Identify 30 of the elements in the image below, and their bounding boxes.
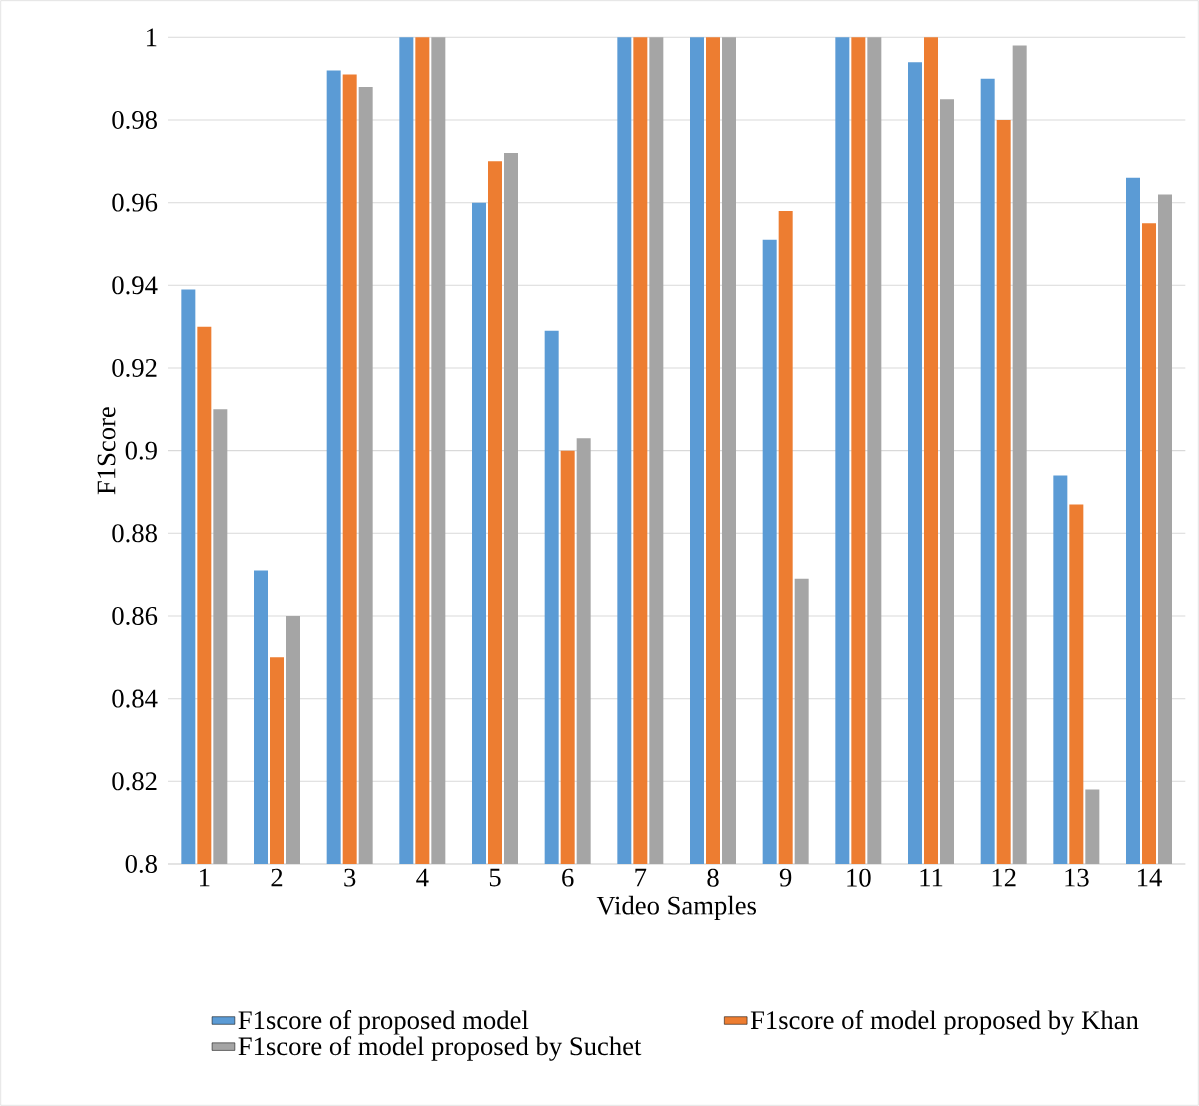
x-tick-label: 12 [992,868,1016,887]
x-tick-label: 3 [344,868,356,887]
x-axis-title: Video Samples [596,895,756,921]
y-tick-label: 0.86 [112,606,158,626]
legend-label: F1score of proposed model [238,1010,529,1035]
y-tick-label: 0.8 [125,854,157,874]
x-tick-label: 5 [489,868,501,887]
legend-label: F1score of model proposed by Suchet [238,1036,642,1061]
x-tick-label: 9 [779,868,792,887]
y-tick-label: 0.88 [112,524,157,543]
legend-label: F1score of model proposed by Khan [750,1010,1139,1035]
x-tick-label: 2 [271,868,283,887]
y-tick-label: 0.84 [112,689,158,708]
x-tick-label: 11 [920,868,943,887]
y-tick-label: 0.9 [125,441,157,460]
y-tick-label: 0.94 [112,276,158,295]
y-tick-label: 0.98 [112,110,157,130]
x-tick-label: 1 [200,868,210,887]
y-tick-label: 1 [146,28,157,47]
x-tick-label: 7 [635,868,647,887]
x-tick-label: 14 [1138,868,1162,887]
y-tick-label: 0.92 [112,358,157,378]
y-tick-label: 0.96 [112,193,158,212]
x-tick-label: 10 [847,868,871,887]
x-tick-label: 13 [1065,868,1089,887]
x-tick-label: 8 [707,868,719,887]
y-axis-title: F1Score [97,407,116,495]
x-tick-label: 6 [562,868,574,887]
x-tick-label: 4 [416,868,429,887]
y-tick-label: 0.82 [112,772,157,791]
